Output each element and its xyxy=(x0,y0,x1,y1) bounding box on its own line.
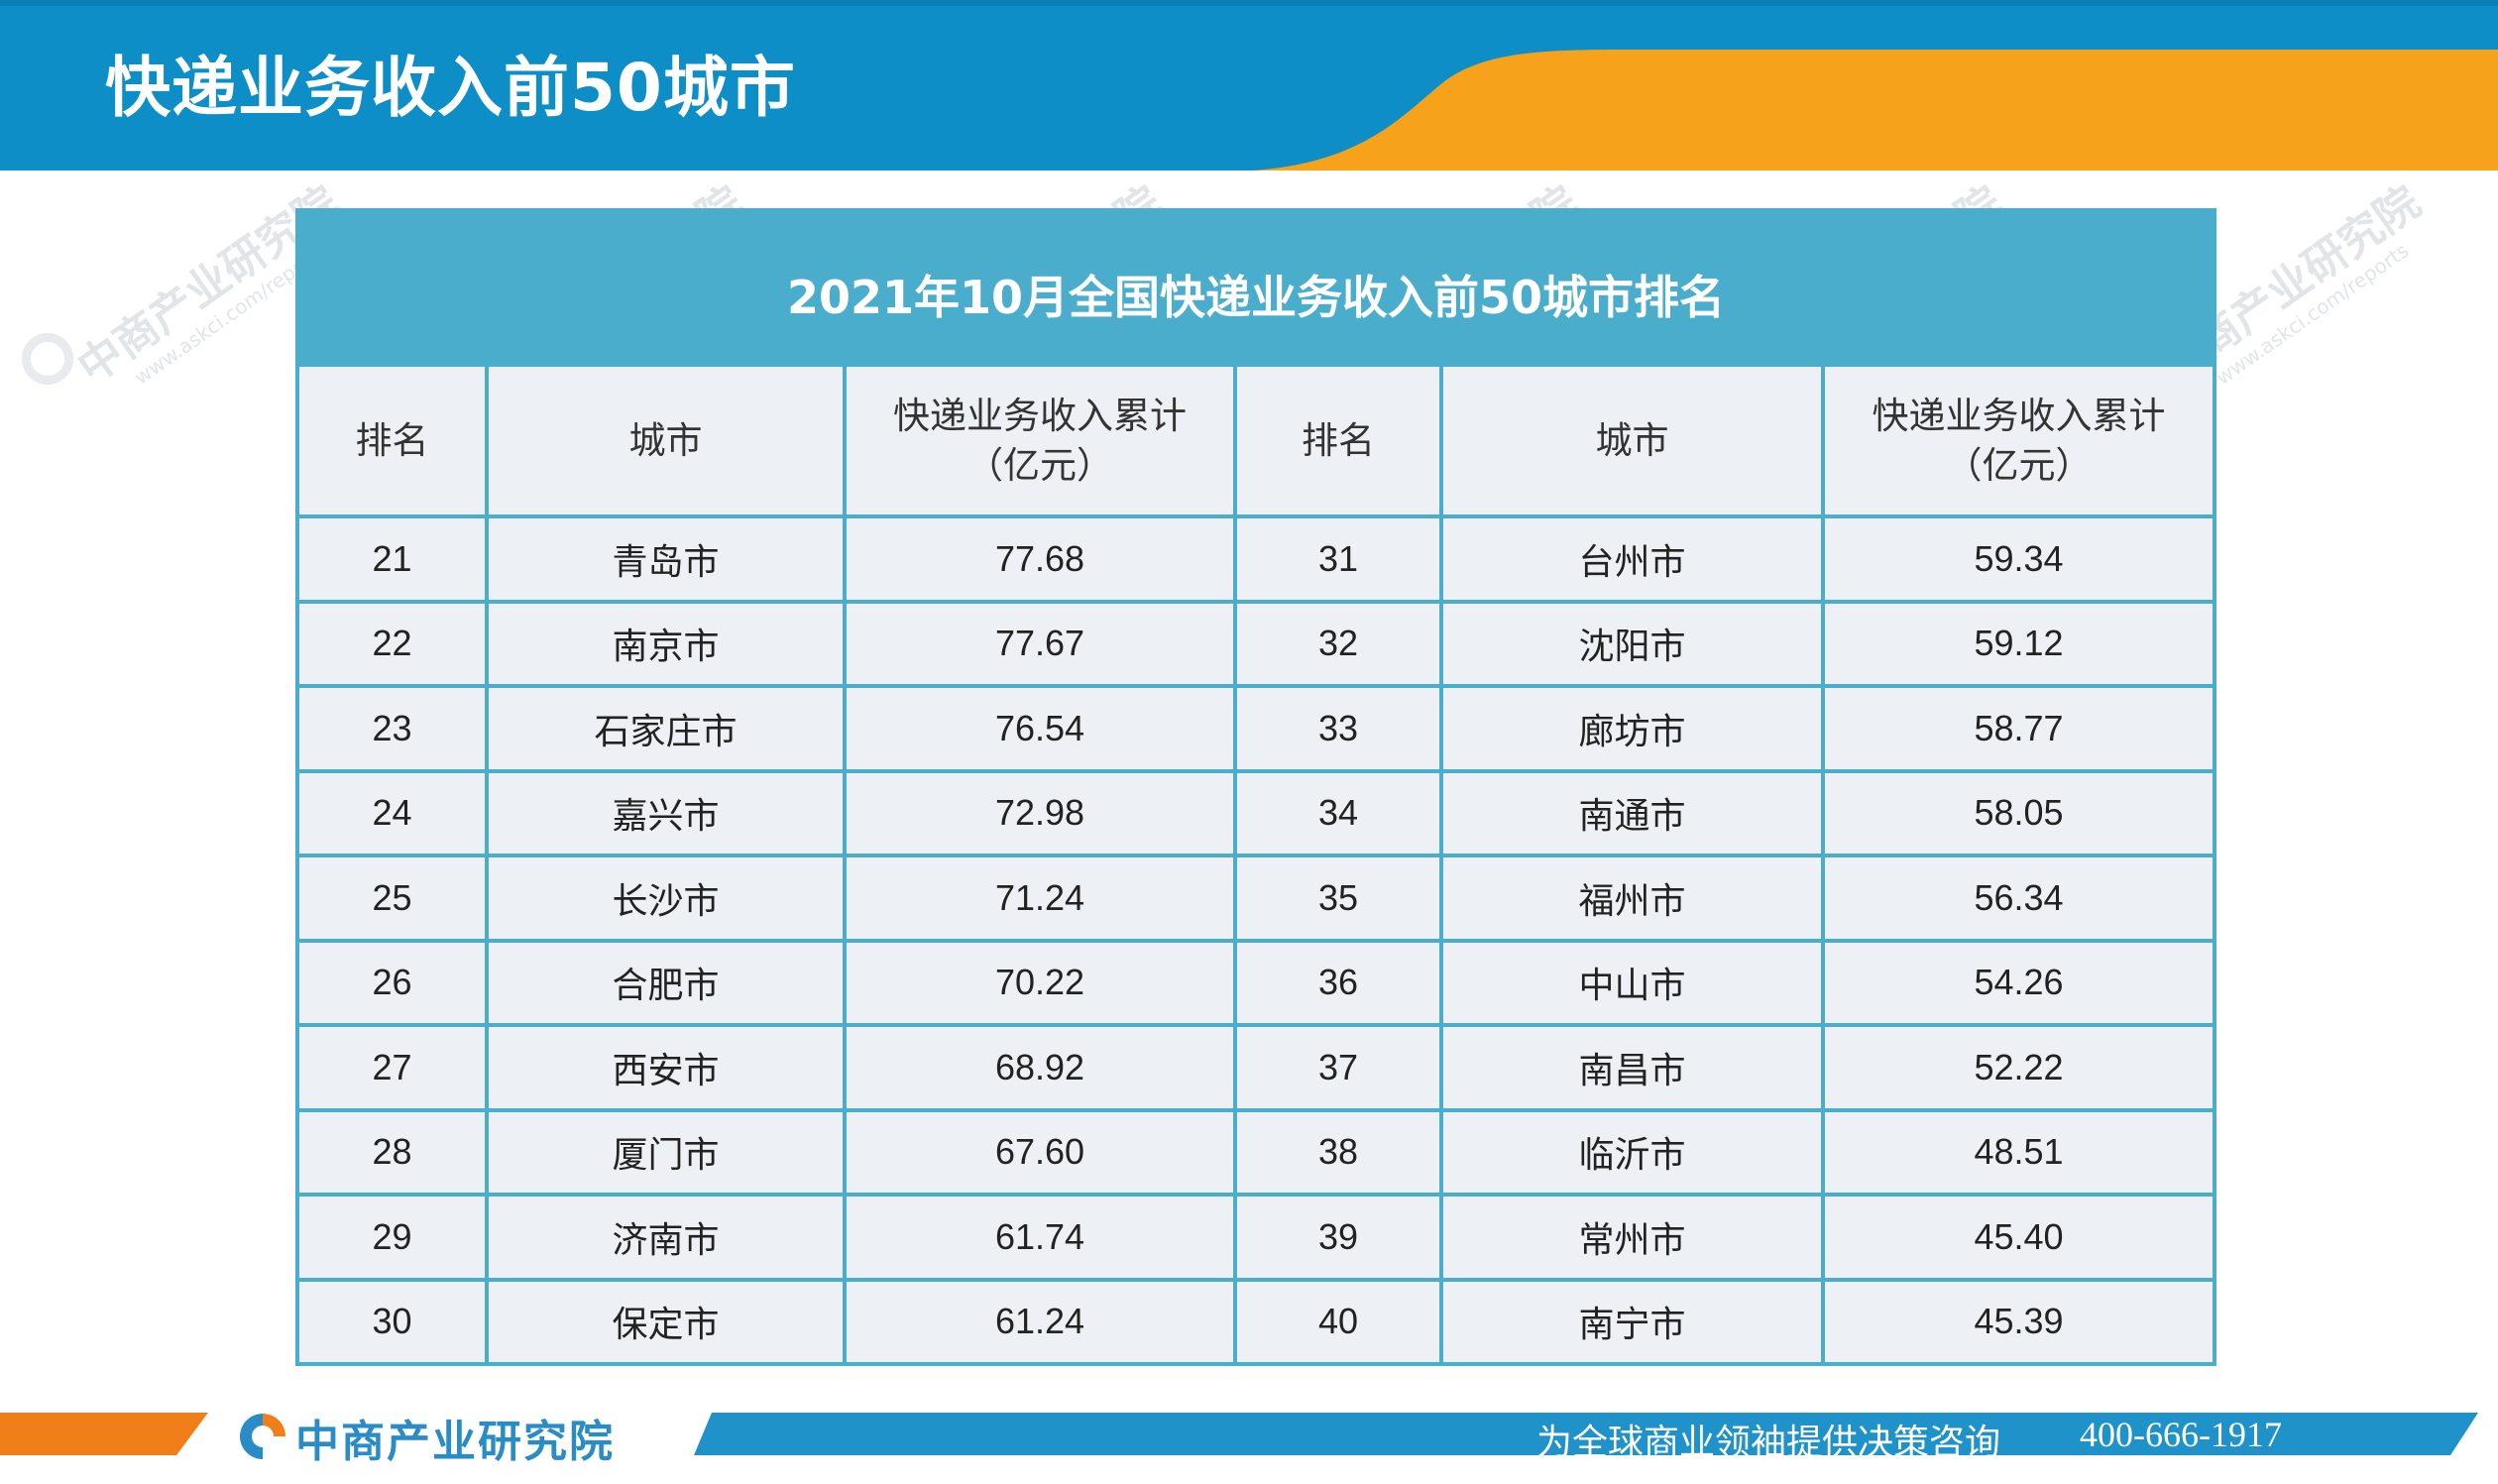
rank-cell: 32 xyxy=(1237,603,1443,688)
city-cell: 长沙市 xyxy=(489,857,847,943)
footer-phone: 400-666-1917 xyxy=(2080,1415,2282,1454)
table-title: 2021年10月全国快递业务收入前50城市排名 xyxy=(786,271,1726,324)
footer-slogan: 为全球商业领袖提供决策咨询 xyxy=(1536,1423,2001,1463)
city-cell: 常州市 xyxy=(1443,1197,1825,1282)
revenue-cell: 77.68 xyxy=(847,518,1237,604)
revenue-cell: 45.40 xyxy=(1825,1197,2216,1282)
city-cell: 南通市 xyxy=(1443,772,1825,857)
city-cell: 廊坊市 xyxy=(1443,688,1825,773)
rank-cell: 33 xyxy=(1237,688,1443,773)
header-background xyxy=(0,0,2498,171)
revenue-cell: 77.67 xyxy=(847,603,1237,688)
revenue-cell: 52.22 xyxy=(1825,1027,2216,1112)
revenue-cell: 72.98 xyxy=(847,772,1237,857)
rank-cell: 24 xyxy=(295,772,489,857)
rank-cell: 34 xyxy=(1237,772,1443,857)
rank-cell: 36 xyxy=(1237,942,1443,1027)
header-banner: 快递业务收入前50城市 xyxy=(0,0,2498,171)
city-cell: 合肥市 xyxy=(489,942,847,1027)
footer-bar xyxy=(0,1408,2498,1484)
city-cell: 保定市 xyxy=(489,1281,847,1366)
rank-cell: 31 xyxy=(1237,518,1443,604)
header-rank: 排名 xyxy=(295,367,489,518)
rank-cell: 39 xyxy=(1237,1197,1443,1282)
revenue-cell: 58.77 xyxy=(1825,688,2216,773)
revenue-cell: 67.60 xyxy=(847,1111,1237,1197)
city-cell: 石家庄市 xyxy=(489,688,847,773)
footer-background xyxy=(0,1413,2478,1455)
rank-cell: 26 xyxy=(295,942,489,1027)
rank-cell: 21 xyxy=(295,518,489,604)
city-cell: 南宁市 xyxy=(1443,1281,1825,1366)
revenue-cell: 71.24 xyxy=(847,857,1237,943)
rank-cell: 40 xyxy=(1237,1281,1443,1366)
city-cell: 南昌市 xyxy=(1443,1027,1825,1112)
page-title: 快递业务收入前50城市 xyxy=(105,50,796,126)
city-cell: 青岛市 xyxy=(489,518,847,604)
header-revenue: 快递业务收入累计 （亿元） xyxy=(847,367,1237,518)
revenue-cell: 59.12 xyxy=(1825,603,2216,688)
revenue-cell: 45.39 xyxy=(1825,1281,2216,1366)
rank-cell: 27 xyxy=(295,1027,489,1112)
watermark-logo-icon xyxy=(22,333,73,385)
revenue-cell: 54.26 xyxy=(1825,942,2216,1027)
header-city: 城市 xyxy=(489,367,847,518)
header-rank: 排名 xyxy=(1237,367,1443,518)
revenue-cell: 61.24 xyxy=(847,1281,1237,1366)
header-revenue: 快递业务收入累计 （亿元） xyxy=(1825,367,2216,518)
revenue-cell: 61.74 xyxy=(847,1197,1237,1282)
revenue-cell: 58.05 xyxy=(1825,772,2216,857)
rank-cell: 35 xyxy=(1237,857,1443,943)
city-cell: 西安市 xyxy=(489,1027,847,1112)
city-cell: 中山市 xyxy=(1443,942,1825,1027)
table-grid: 排名 城市 快递业务收入累计 （亿元） 排名 城市 快递业务收入累计 （亿元） 21… xyxy=(295,367,2216,1366)
rank-cell: 23 xyxy=(295,688,489,773)
city-cell: 临沂市 xyxy=(1443,1111,1825,1197)
ranking-table: 2021年10月全国快递业务收入前50城市排名 排名 城市 快递业务收入累计 （亿… xyxy=(295,208,2216,1366)
rank-cell: 22 xyxy=(295,603,489,688)
city-cell: 厦门市 xyxy=(489,1111,847,1197)
city-cell: 嘉兴市 xyxy=(489,772,847,857)
revenue-cell: 48.51 xyxy=(1825,1111,2216,1197)
rank-cell: 30 xyxy=(295,1281,489,1366)
revenue-cell: 70.22 xyxy=(847,942,1237,1027)
rank-cell: 29 xyxy=(295,1197,489,1282)
revenue-cell: 56.34 xyxy=(1825,857,2216,943)
rank-cell: 37 xyxy=(1237,1027,1443,1112)
revenue-cell: 59.34 xyxy=(1825,518,2216,604)
rank-cell: 38 xyxy=(1237,1111,1443,1197)
rank-cell: 28 xyxy=(295,1111,489,1197)
revenue-cell: 76.54 xyxy=(847,688,1237,773)
city-cell: 沈阳市 xyxy=(1443,603,1825,688)
company-logo-icon xyxy=(240,1414,285,1459)
city-cell: 济南市 xyxy=(489,1197,847,1282)
revenue-cell: 68.92 xyxy=(847,1027,1237,1112)
rank-cell: 25 xyxy=(295,857,489,943)
city-cell: 台州市 xyxy=(1443,518,1825,604)
company-logo-text: 中商产业研究院 xyxy=(295,1417,615,1467)
header-city: 城市 xyxy=(1443,367,1825,518)
city-cell: 南京市 xyxy=(489,603,847,688)
city-cell: 福州市 xyxy=(1443,857,1825,943)
